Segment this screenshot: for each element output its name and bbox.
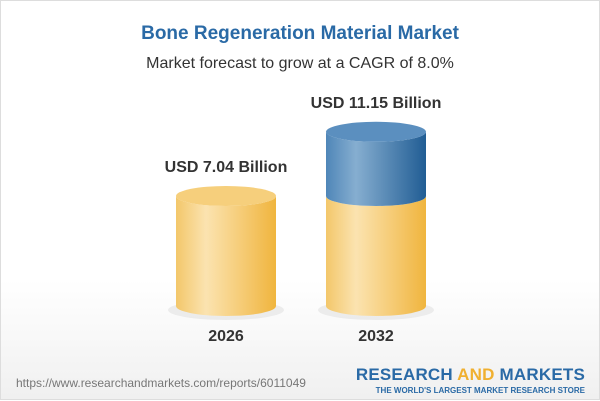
cylinder-top-2026 (176, 186, 276, 206)
data-label-2026: USD 7.04 Billion (165, 159, 288, 176)
data-label-2032: USD 11.15 Billion (311, 95, 442, 112)
chart-title: Bone Regeneration Material Market (141, 23, 459, 44)
logo-tagline: THE WORLD'S LARGEST MARKET RESEARCH STOR… (375, 386, 585, 395)
research-and-markets-logo: RESEARCH AND MARKETS THE WORLD'S LARGEST… (355, 365, 585, 395)
cylinder-top-2032 (326, 121, 426, 142)
cylinder-body-2026 (176, 196, 276, 316)
source-url[interactable]: https://www.researchandmarkets.com/repor… (16, 376, 306, 390)
category-label-2026: 2026 (208, 328, 244, 345)
chart-subtitle: Market forecast to grow at a CAGR of 8.0… (146, 55, 454, 72)
cylinder-base-segment-2032 (326, 196, 426, 316)
category-label-2032: 2032 (358, 328, 394, 345)
cylinder-growth-segment-2032 (326, 131, 426, 206)
